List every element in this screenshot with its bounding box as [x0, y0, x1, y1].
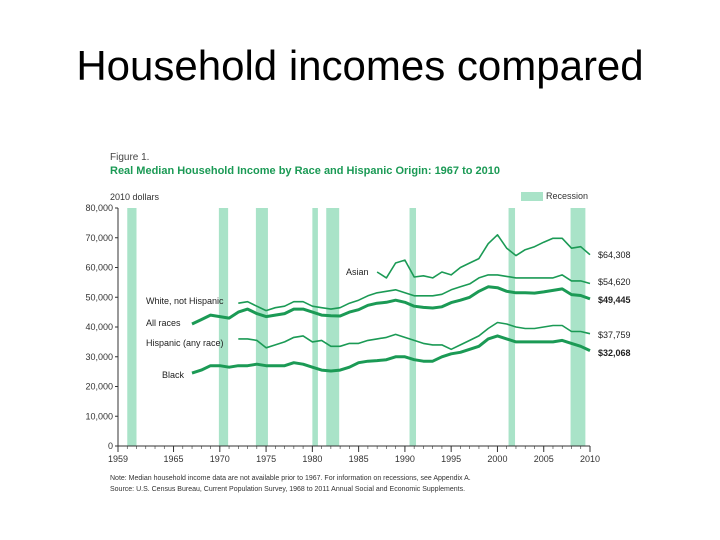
recession-band-7: [570, 208, 586, 446]
y-tick-label: 40,000: [85, 322, 113, 332]
series-line-4: [191, 334, 591, 375]
y-tick-label: 10,000: [85, 411, 113, 421]
y-tick-label: 20,000: [85, 382, 113, 392]
series-label: Hispanic (any race): [146, 338, 224, 348]
series-line-3: [238, 321, 591, 351]
series-end-label: $64,308: [598, 250, 631, 260]
figure-label: Figure 1.: [110, 152, 150, 163]
y-tick-label: 70,000: [85, 233, 113, 243]
series-end-label: $49,445: [598, 295, 631, 305]
series-line-2: [191, 285, 591, 326]
recession-band-0: [127, 208, 137, 446]
x-tick-label: 1965: [164, 454, 184, 464]
slide-title: Household incomes compared: [76, 42, 644, 89]
x-tick-label: 1970: [210, 454, 230, 464]
recession-band-3: [312, 208, 318, 446]
x-tick-label: 1975: [256, 454, 276, 464]
x-tick-label: 2005: [534, 454, 554, 464]
x-tick-label: 1985: [349, 454, 369, 464]
series-label: Asian: [346, 267, 369, 277]
figure-note: Note: Median household income data are n…: [110, 475, 471, 482]
x-tick-label: 2010: [580, 454, 600, 464]
series-end-label: $32,068: [598, 348, 631, 358]
x-tick-label: 1959: [108, 454, 128, 464]
recession-legend-swatch: [521, 192, 543, 202]
y-tick-label: 0: [108, 441, 113, 451]
x-tick-label: 2000: [487, 454, 507, 464]
recession-band-5: [409, 208, 417, 446]
x-tick-label: 1995: [441, 454, 461, 464]
recession-band-6: [508, 208, 516, 446]
recession-legend-label: Recession: [546, 191, 589, 201]
series-label: Black: [162, 370, 185, 380]
y-tick-label: 80,000: [85, 203, 113, 213]
recession-band-1: [218, 208, 229, 446]
x-tick-label: 1990: [395, 454, 415, 464]
y-tick-label: 60,000: [85, 263, 113, 273]
series-label: White, not Hispanic: [146, 296, 224, 306]
series-label: All races: [146, 318, 181, 328]
recession-band-4: [326, 208, 340, 446]
y-tick-label: 50,000: [85, 292, 113, 302]
legend: Recession: [521, 191, 589, 202]
x-tick-label: 1980: [302, 454, 322, 464]
figure-source: Source: U.S. Census Bureau, Current Popu…: [110, 486, 466, 493]
figure-title: Real Median Household Income by Race and…: [110, 165, 501, 177]
series-end-label: $54,620: [598, 277, 631, 287]
series-line-0: [376, 234, 591, 279]
recession-band-2: [255, 208, 268, 446]
series-end-label: $37,759: [598, 330, 631, 340]
series-line-1: [238, 274, 591, 312]
y-tick-label: 30,000: [85, 352, 113, 362]
units-label: 2010 dollars: [110, 192, 160, 202]
